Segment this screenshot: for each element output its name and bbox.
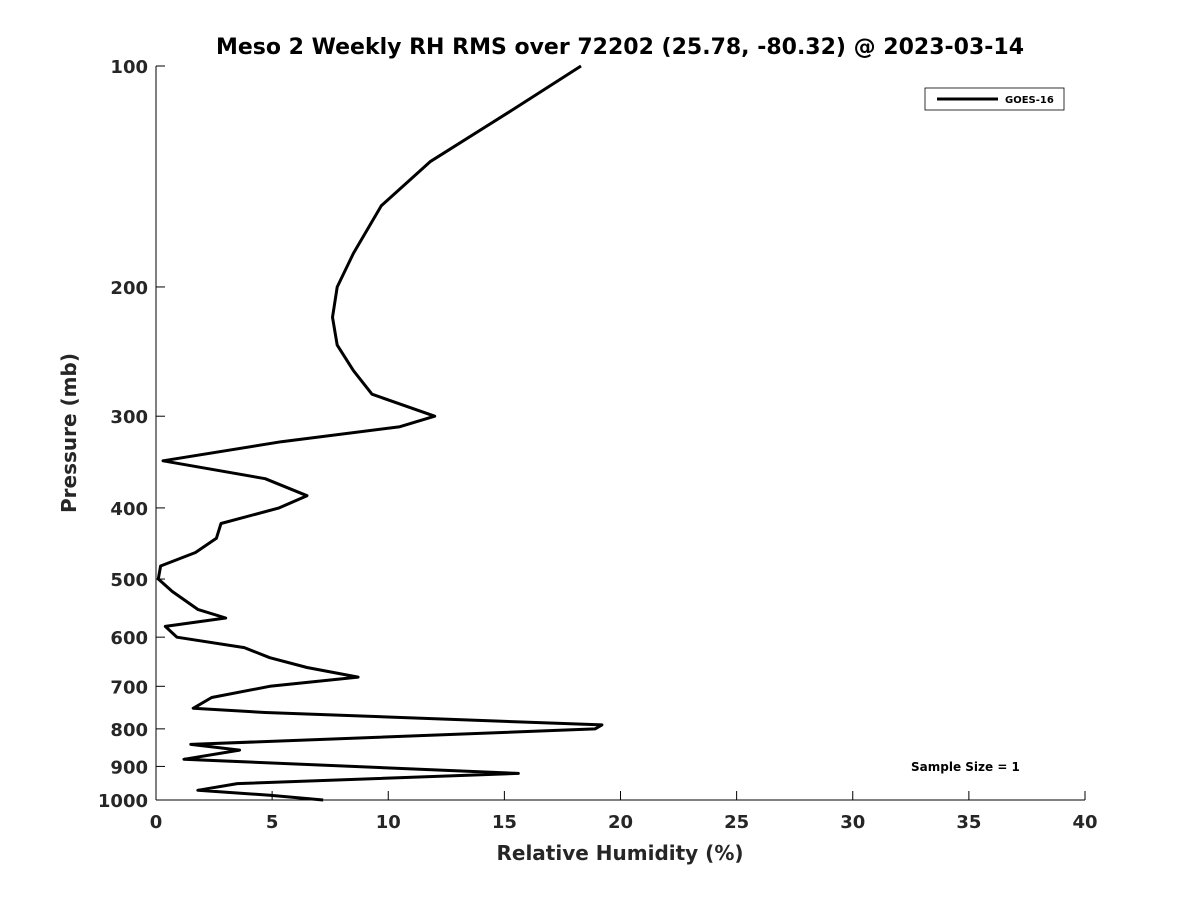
x-ticks: 0 5 10 15 20 25 30 35 40 [150, 791, 1098, 833]
y-tick-label-800: 800 [110, 720, 148, 741]
x-tick-label-5: 5 [266, 812, 279, 833]
y-tick-label-1000: 1000 [98, 791, 148, 812]
axes [155, 66, 1085, 801]
x-tick-label-35: 35 [956, 812, 981, 833]
x-tick-label-30: 30 [840, 812, 865, 833]
x-tick-label-10: 10 [376, 812, 401, 833]
x-tick-label-20: 20 [608, 812, 633, 833]
x-tick-label-0: 0 [150, 812, 163, 833]
y-tick-label-700: 700 [110, 677, 148, 698]
y-axis-label: Pressure (mb) [57, 353, 81, 513]
chart-title: Meso 2 Weekly RH RMS over 72202 (25.78, … [216, 35, 1024, 60]
y-tick-label-500: 500 [110, 570, 148, 591]
y-tick-label-600: 600 [110, 628, 148, 649]
y-tick-label-100: 100 [110, 57, 148, 78]
y-tick-label-400: 400 [110, 499, 148, 520]
sample-size-annotation: Sample Size = 1 [911, 760, 1020, 774]
y-tick-label-200: 200 [110, 278, 148, 299]
series-line-goes-16 [156, 64, 604, 802]
x-tick-label-40: 40 [1072, 812, 1097, 833]
y-ticks: 100 200 300 400 500 600 700 800 900 1000 [98, 57, 165, 812]
legend-label-goes-16: GOES-16 [1005, 95, 1054, 106]
series-group [156, 64, 604, 802]
y-tick-label-900: 900 [110, 757, 148, 778]
x-axis-label: Relative Humidity (%) [496, 841, 743, 865]
x-tick-label-15: 15 [492, 812, 517, 833]
y-tick-label-300: 300 [110, 407, 148, 428]
x-tick-label-25: 25 [724, 812, 749, 833]
legend: GOES-16 [924, 87, 1065, 111]
